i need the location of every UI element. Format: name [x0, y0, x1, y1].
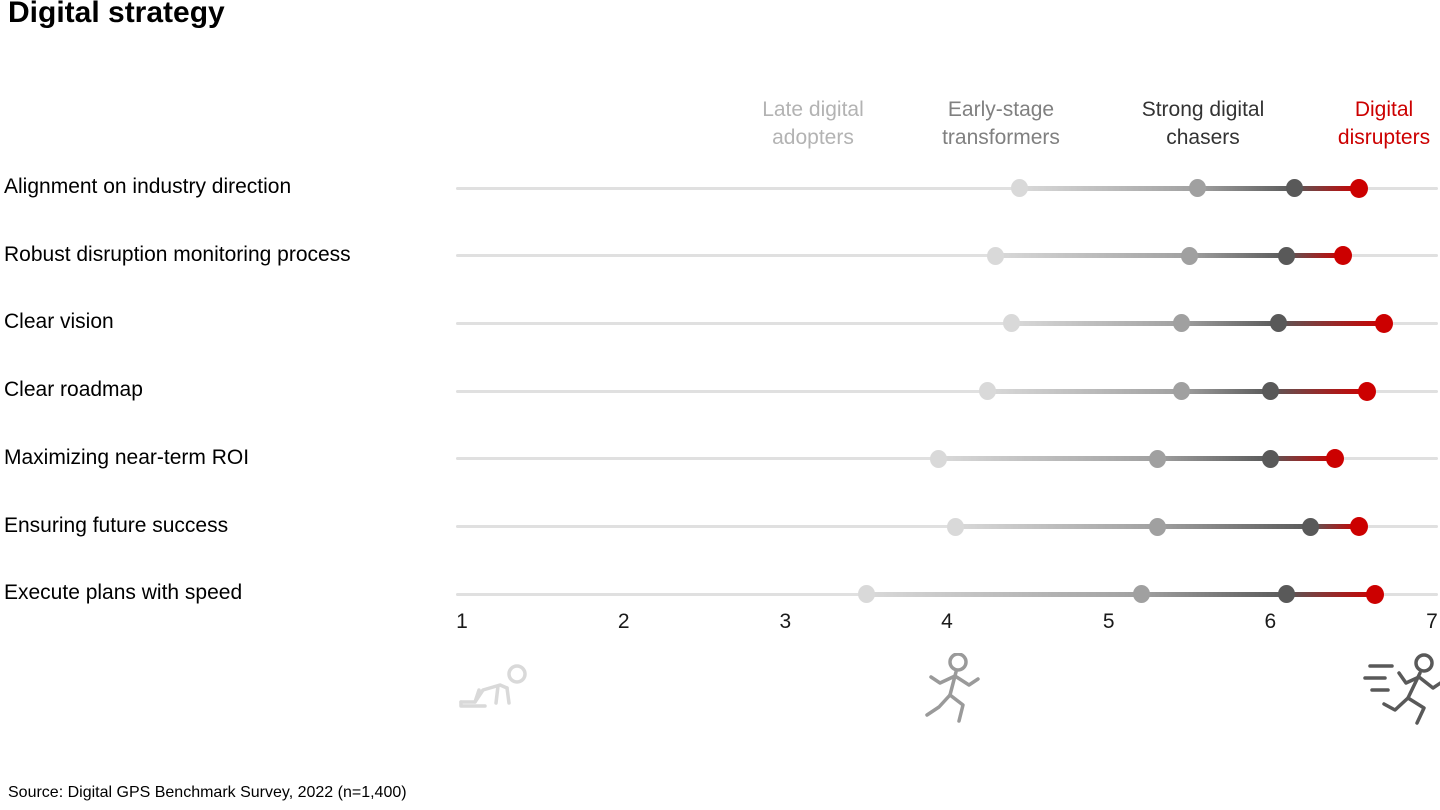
data-dot-digital-disrupters — [1350, 178, 1369, 198]
page-title: Digital strategy — [8, 0, 225, 29]
data-dot-strong-digital-chasers — [1269, 314, 1287, 333]
connector-segment — [1181, 388, 1271, 394]
axis-track-line — [456, 254, 1438, 258]
data-dot-late-digital-adopters — [987, 246, 1004, 265]
data-dot-early-stage-transformers — [1172, 382, 1190, 401]
data-dot-late-digital-adopters — [1003, 314, 1021, 333]
connector-segment — [987, 388, 1182, 394]
crawling-person-icon — [459, 664, 527, 708]
data-dot-late-digital-adopters — [978, 382, 996, 401]
connector-segment — [1270, 388, 1368, 394]
data-dot-strong-digital-chasers — [1278, 246, 1295, 265]
data-dot-early-stage-transformers — [1181, 246, 1198, 265]
data-dot-early-stage-transformers — [1172, 314, 1190, 333]
category-label: Alignment on industry direction — [4, 175, 292, 198]
x-axis-tick-label: 5 — [1102, 610, 1115, 633]
source-note: Source: Digital GPS Benchmark Survey, 20… — [8, 784, 407, 801]
connector-segment — [938, 456, 1158, 462]
data-dot-late-digital-adopters — [1011, 179, 1029, 197]
data-dot-strong-digital-chasers — [1278, 585, 1295, 604]
running-person-icon — [925, 653, 980, 723]
connector-segment — [1286, 591, 1376, 597]
connector-segment — [1286, 253, 1344, 259]
axis-track-line — [456, 389, 1438, 393]
connector-segment — [1294, 185, 1360, 191]
connector-segment — [1310, 524, 1360, 529]
connector-segment — [1019, 185, 1198, 191]
data-dot-late-digital-adopters — [930, 449, 948, 468]
connector-segment — [955, 524, 1158, 529]
category-label: Clear vision — [4, 310, 114, 334]
data-dot-digital-disrupters — [1326, 449, 1344, 469]
connector-segment — [1157, 524, 1311, 529]
x-axis-tick-label: 3 — [779, 610, 792, 633]
series-legend: Late digital adopters Early-stage transfo… — [0, 96, 1440, 160]
data-dot-strong-digital-chasers — [1261, 382, 1279, 401]
data-dot-strong-digital-chasers — [1261, 449, 1279, 468]
data-dot-late-digital-adopters — [946, 517, 964, 536]
axis-track-line — [456, 186, 1438, 190]
connector-segment — [1141, 591, 1287, 597]
data-dot-strong-digital-chasers — [1286, 179, 1304, 197]
data-dot-early-stage-transformers — [1189, 179, 1207, 197]
data-dot-early-stage-transformers — [1132, 585, 1150, 604]
x-axis-tick-label: 4 — [941, 610, 953, 633]
category-label: Maximizing near-term ROI — [4, 445, 250, 469]
legend-header: Digital disrupters — [1337, 98, 1431, 149]
data-dot-early-stage-transformers — [1148, 449, 1166, 468]
x-axis-tick-label: 1 — [456, 610, 468, 633]
category-label: Robust disruption monitoring process — [4, 242, 351, 266]
x-axis-tick-label: 6 — [1264, 610, 1277, 633]
connector-segment — [995, 253, 1190, 259]
data-dot-strong-digital-chasers — [1302, 517, 1320, 536]
connector-segment — [866, 591, 1141, 597]
data-dot-digital-disrupters — [1366, 584, 1385, 604]
connector-segment — [1278, 320, 1384, 326]
connector-segment — [1157, 456, 1271, 462]
data-dot-late-digital-adopters — [857, 585, 875, 604]
data-dot-digital-disrupters — [1374, 313, 1393, 333]
connector-segment — [1011, 320, 1182, 326]
x-axis: 1 2 3 4 5 6 7 — [0, 610, 1440, 640]
category-label: Execute plans with speed — [4, 581, 243, 605]
connector-segment — [1197, 185, 1295, 191]
x-axis-tick-label: 2 — [617, 610, 630, 633]
data-dot-digital-disrupters — [1334, 246, 1353, 266]
axis-track-line — [456, 321, 1438, 325]
connector-segment — [1189, 253, 1287, 259]
x-axis-tick-label: 7 — [1426, 610, 1438, 633]
data-dot-digital-disrupters — [1358, 381, 1377, 401]
legend-header: Strong digital chasers — [1141, 98, 1265, 149]
sprinting-person-icon — [1363, 653, 1440, 725]
connector-segment — [1270, 456, 1335, 462]
data-dot-digital-disrupters — [1350, 517, 1369, 536]
legend-header: Early-stage transformers — [942, 98, 1060, 149]
data-dot-early-stage-transformers — [1148, 517, 1166, 536]
legend-header: Late digital adopters — [762, 98, 864, 149]
category-label: Clear roadmap — [4, 378, 143, 402]
connector-segment — [1181, 320, 1279, 326]
category-label: Ensuring future success — [4, 513, 229, 537]
